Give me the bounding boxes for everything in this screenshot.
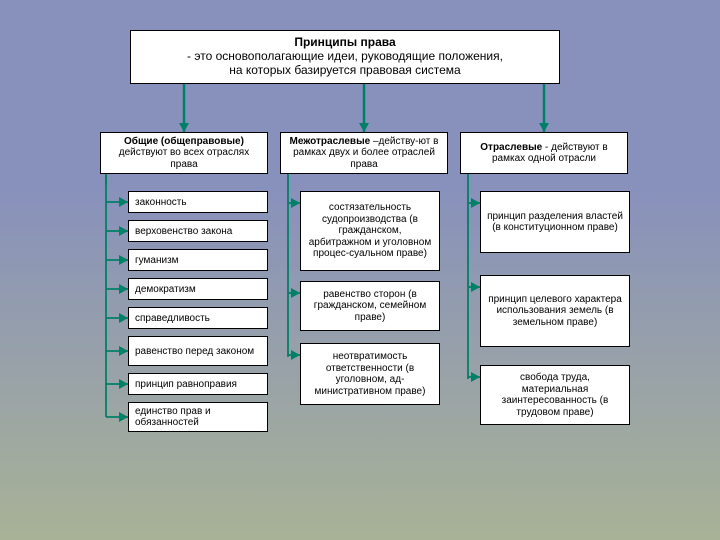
item-text: демократизм [135, 284, 196, 295]
cat-bold: Межотраслевые [290, 136, 371, 147]
root-title: Принципы права [294, 36, 395, 50]
item-text: принцип равноправия [135, 379, 237, 390]
item-text: неотвратимость ответственности (в уголов… [306, 351, 434, 397]
item-text: принцип целевого характера использования… [486, 294, 624, 329]
list-item: единство прав и обязанностей [128, 402, 268, 432]
list-item: принцип разделения властей (в конституци… [480, 191, 630, 253]
cat-bold: Общие (общеправовые) [124, 136, 244, 147]
list-item: принцип равноправия [128, 373, 268, 395]
item-text: равенство сторон (в гражданском, семейно… [306, 289, 434, 324]
item-text: гуманизм [135, 255, 179, 266]
list-item: гуманизм [128, 249, 268, 271]
list-item: неотвратимость ответственности (в уголов… [300, 343, 440, 405]
list-item: демократизм [128, 278, 268, 300]
item-text: справедливость [135, 313, 210, 324]
list-item: равенство сторон (в гражданском, семейно… [300, 281, 440, 331]
root-box: Принципы права - это основополагающие ид… [130, 30, 560, 84]
cat-inter: Межотраслевые –действу-ют в рамках двух … [280, 132, 448, 174]
list-item: верховенство закона [128, 220, 268, 242]
item-text: свобода труда, материальная заинтересова… [486, 372, 624, 418]
cat-rest: действуют во всех отраслях права [119, 147, 249, 170]
list-item: равенство перед законом [128, 336, 268, 366]
item-text: законность [135, 197, 187, 208]
list-item: свобода труда, материальная заинтересова… [480, 365, 630, 425]
list-item: принцип целевого характера использования… [480, 275, 630, 347]
cat-branch: Отраслевые - действуют в рамках одной от… [460, 132, 628, 174]
list-item: законность [128, 191, 268, 213]
cat-bold: Отраслевые [480, 142, 542, 153]
item-text: верховенство закона [135, 226, 232, 237]
item-text: равенство перед законом [135, 346, 254, 357]
list-item: справедливость [128, 307, 268, 329]
item-text: единство прав и обязанностей [135, 406, 261, 428]
item-text: принцип разделения властей (в конституци… [486, 211, 624, 234]
cat-common: Общие (общеправовые) действуют во всех о… [100, 132, 268, 174]
list-item: состязательность судопроизводства (в гра… [300, 191, 440, 271]
root-line2: - это основополагающие идеи, руководящие… [187, 50, 503, 64]
root-line3: на которых базируется правовая система [229, 64, 460, 78]
item-text: состязательность судопроизводства (в гра… [306, 202, 434, 260]
